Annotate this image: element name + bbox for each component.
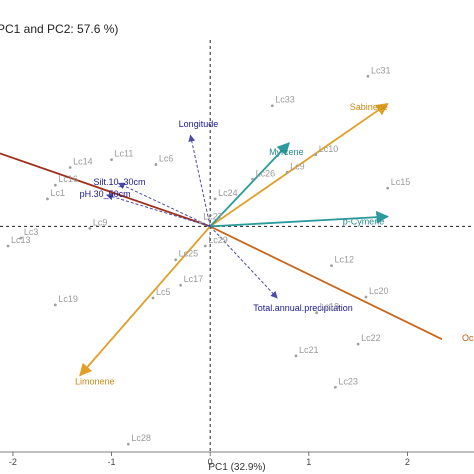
sample-point <box>203 244 207 248</box>
x-tick-label: -2 <box>9 457 17 467</box>
sample-point <box>364 295 368 299</box>
vector-label: Longitude <box>179 119 219 129</box>
vector-oc <box>209 225 443 340</box>
sample-point <box>251 177 254 181</box>
x-axis-ticks: -2 -1 0 1 2 <box>9 452 410 467</box>
vector-longitude <box>188 134 211 227</box>
sample-points: Lc31 Lc33 Lc10 Lc26 Lc9 Lc15 Lc24 Lc6 Lc11 Lc14 Lc… <box>6 65 411 446</box>
vector-label: Oc <box>462 333 474 343</box>
sample-point <box>356 342 360 346</box>
sample-label: Lc18 <box>320 302 340 312</box>
sample-point <box>314 153 318 157</box>
x-tick-label: -1 <box>108 457 116 467</box>
sample-point <box>46 197 49 201</box>
sample-label: Lc31 <box>371 65 391 75</box>
sample-label: Lc29 <box>208 235 228 245</box>
sample-label: Lc23 <box>338 376 358 386</box>
sample-point <box>126 442 130 446</box>
sample-point <box>53 183 57 187</box>
sample-point <box>334 385 337 389</box>
sample-label: Lc5 <box>156 287 171 297</box>
sample-point <box>110 158 113 162</box>
sample-point <box>213 197 217 201</box>
sample-label: Lc13 <box>11 235 31 245</box>
sample-point <box>330 264 333 268</box>
sample-label: Lc3 <box>24 227 39 237</box>
sample-point <box>294 354 298 358</box>
vector-label: pH.30_50cm <box>80 189 131 199</box>
sample-point <box>366 74 370 78</box>
sample-point <box>270 104 274 108</box>
vector-p-cymene <box>210 210 389 228</box>
chart-title: PC1 and PC2: 57.6 %) <box>0 22 118 36</box>
vector-label: p-Cymene <box>343 217 385 227</box>
loading-vectors: Sabinene Limonene Oc Myrcene p-Cymene Longitu… <box>0 102 474 386</box>
vector-unlabeled <box>0 152 211 228</box>
sample-label: Lc15 <box>391 177 411 187</box>
sample-label: Lc10 <box>319 144 339 154</box>
sample-label: Lc11 <box>115 149 134 159</box>
sample-point <box>6 244 10 248</box>
vector-label: Total.annual.precipitation <box>253 303 353 313</box>
vector-label: Myrcene <box>269 147 304 157</box>
vector-myrcene <box>209 142 290 227</box>
sample-label: Lc16 <box>58 174 78 184</box>
vector-sabinene <box>209 103 389 228</box>
x-tick-label: 1 <box>306 457 311 467</box>
sample-point <box>315 311 319 315</box>
x-tick-label: 0 <box>208 457 213 467</box>
x-tick-label: 2 <box>405 457 410 467</box>
vector-limonene <box>79 225 211 377</box>
sample-point <box>174 258 178 262</box>
vector-silt-10-30cm <box>117 182 211 227</box>
sample-point <box>386 186 390 190</box>
sample-label: Lc33 <box>275 95 295 105</box>
sample-point <box>285 171 289 174</box>
sample-label: Lc28 <box>131 433 151 443</box>
vector-total-annual-precipitation <box>209 226 278 299</box>
sample-label: Lc22 <box>361 333 381 343</box>
axes <box>0 40 474 453</box>
sample-point <box>88 226 92 230</box>
sample-label: Lc14 <box>73 157 93 167</box>
sample-label: Lc24 <box>218 188 238 198</box>
sample-point <box>19 236 23 240</box>
vector-label: Limonene <box>75 376 115 386</box>
sample-point <box>154 163 158 166</box>
vector-ph-30-50cm <box>105 193 211 227</box>
sample-point <box>53 303 57 307</box>
sample-label: Lc9 <box>93 217 108 227</box>
sample-label: Lc19 <box>58 294 78 304</box>
sample-label: Lc21 <box>299 345 319 355</box>
sample-label: Lc9 <box>290 161 305 171</box>
sample-point <box>198 221 202 224</box>
x-axis-label: PC1 (32.9%) <box>208 462 265 473</box>
sample-label: Lc6 <box>159 154 174 164</box>
sample-label: Lc12 <box>334 255 354 265</box>
sample-point <box>68 166 72 169</box>
vector-label: Silt.10_30cm <box>93 177 145 187</box>
sample-point <box>151 296 155 300</box>
sample-label: Lc20 <box>369 286 389 296</box>
sample-point <box>179 283 182 287</box>
sample-label: Lc25 <box>179 249 199 259</box>
sample-label: Lc27 <box>203 211 223 221</box>
sample-label: Lc1 <box>50 188 65 198</box>
sample-label: Lc17 <box>184 274 204 284</box>
vector-label: Sabinene <box>350 102 388 112</box>
sample-label: Lc26 <box>256 168 276 178</box>
